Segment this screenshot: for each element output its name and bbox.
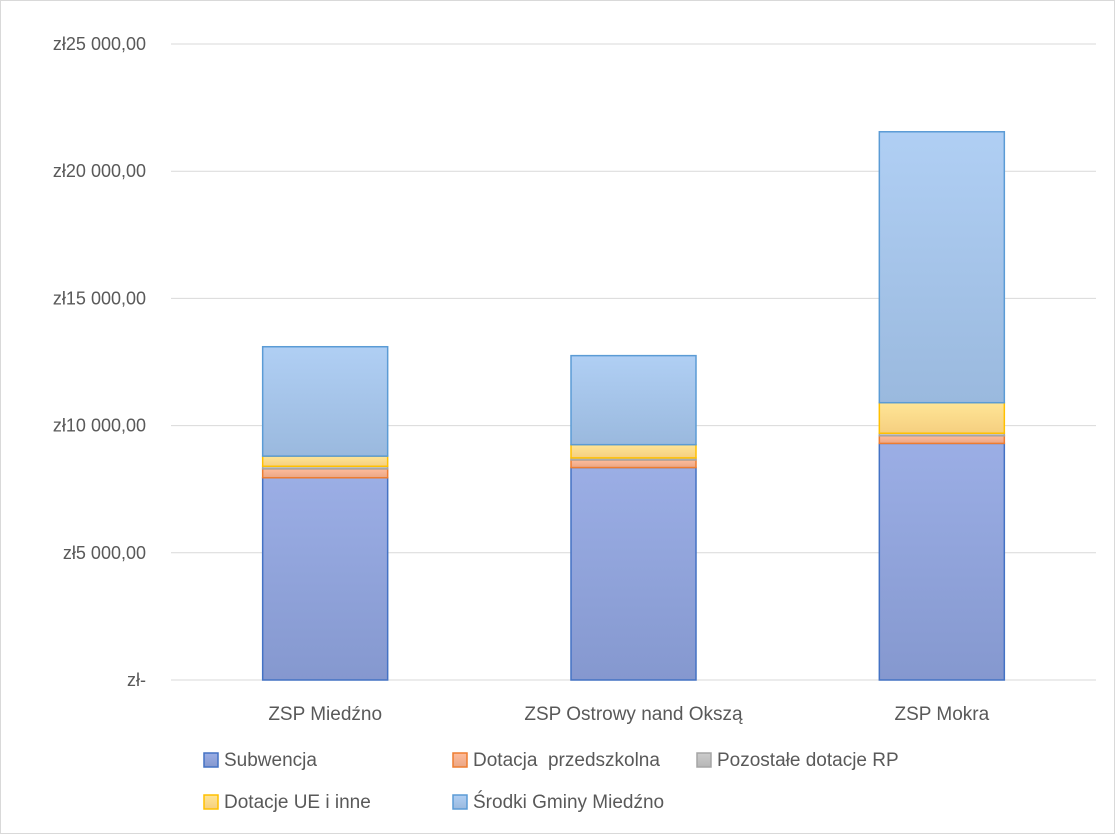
bar-segment xyxy=(878,131,1006,404)
legend-swatch xyxy=(452,794,468,810)
y-tick-label: zł- xyxy=(127,670,146,690)
y-tick-label: zł25 000,00 xyxy=(53,34,146,54)
bar-segment xyxy=(878,442,1006,681)
bar-segment xyxy=(261,345,389,457)
legend-item: Subwencja xyxy=(203,750,317,771)
bar-segment xyxy=(570,466,697,681)
legend-swatch xyxy=(452,752,468,768)
bar-segment xyxy=(261,468,389,479)
legend-item: Pozostałe dotacje RP xyxy=(696,750,899,771)
legend-swatch xyxy=(203,752,219,768)
bar-segment xyxy=(261,477,389,681)
legend: Subwencja Dotacja przedszkolna Pozostałe d… xyxy=(203,750,899,813)
bar-segment xyxy=(570,354,697,446)
y-tick-label: zł20 000,00 xyxy=(53,161,146,181)
bars xyxy=(261,131,1006,681)
x-category-label: ZSP Miedźno xyxy=(268,704,382,725)
legend-item: Dotacja przedszkolna xyxy=(452,750,660,771)
legend-label: Pozostałe dotacje RP xyxy=(717,750,899,771)
y-tick-label: zł5 000,00 xyxy=(63,543,146,563)
legend-label: Środki Gminy Miedźno xyxy=(473,791,664,813)
legend-swatch xyxy=(696,752,712,768)
legend-item: Środki Gminy Miedźno xyxy=(452,791,664,813)
legend-label: Subwencja xyxy=(224,750,317,771)
bar-segment xyxy=(878,435,1006,445)
y-tick-label: zł15 000,00 xyxy=(53,288,146,308)
legend-swatch xyxy=(203,794,219,810)
bar-segment xyxy=(570,459,697,469)
x-category-label: ZSP Ostrowy nand Okszą xyxy=(524,704,743,725)
x-category-label: ZSP Mokra xyxy=(894,704,989,725)
bar-segment xyxy=(261,455,389,468)
x-axis-category-labels: ZSP Miedźno ZSP Ostrowy nand Okszą ZSP Mok… xyxy=(268,704,989,725)
bar-segment xyxy=(878,401,1006,434)
legend-item: Dotacje UE i inne xyxy=(203,792,371,813)
y-axis-tick-labels: zł-zł5 000,00 zł10 000,00 zł15 000,00 zł20 … xyxy=(53,34,146,690)
legend-label: Dotacja przedszkolna xyxy=(473,750,660,771)
y-tick-label: zł10 000,00 xyxy=(53,416,146,436)
legend-label: Dotacje UE i inne xyxy=(224,792,371,813)
bar-segment xyxy=(570,443,697,459)
